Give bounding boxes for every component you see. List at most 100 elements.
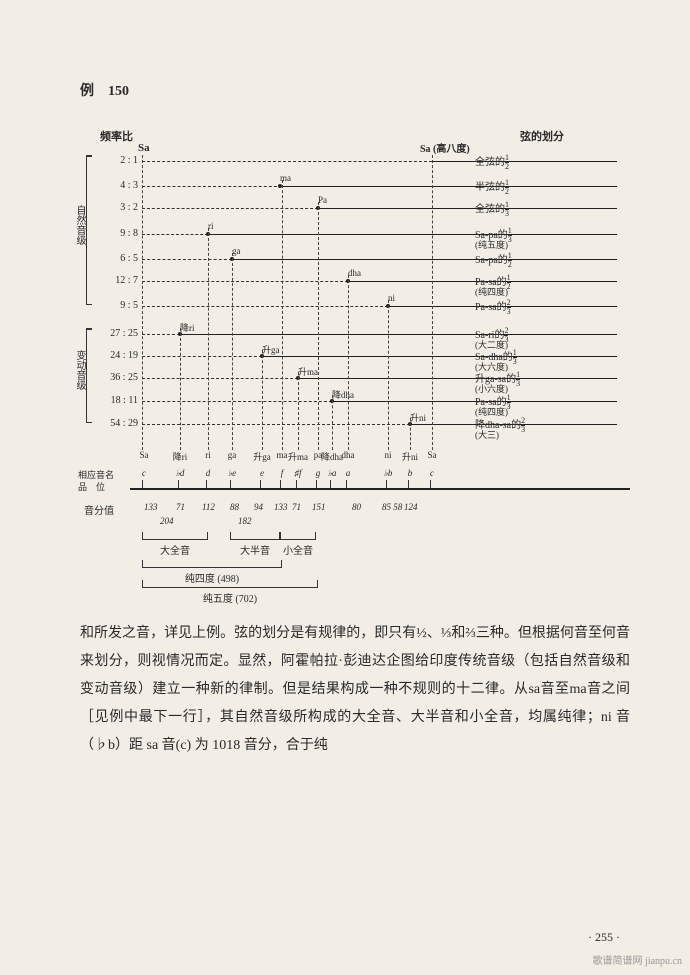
- interval-label: 纯五度 (702): [142, 590, 318, 605]
- dashed-segment: [142, 306, 388, 307]
- note-label: ga: [232, 246, 241, 256]
- ratio-label: 27 : 25: [100, 328, 138, 339]
- note-label: Pa: [318, 195, 327, 205]
- cent-value-2: 182: [238, 516, 252, 526]
- interval-label: 大全音: [142, 542, 208, 557]
- division-sublabel: (大三): [475, 428, 625, 441]
- vertical-line: [282, 180, 283, 450]
- ratio-label: 3 : 2: [100, 202, 138, 213]
- ratio-label: 9 : 5: [100, 300, 138, 311]
- interval-bracket: [230, 532, 280, 540]
- division-label: 半弦的12: [475, 178, 625, 196]
- page-number: · 255 ·: [588, 930, 620, 945]
- cent-value: 112: [202, 502, 215, 512]
- cent-value: 151: [312, 502, 326, 512]
- indian-note: Sa: [132, 450, 156, 460]
- western-note: c: [132, 468, 156, 478]
- cent-value: 133: [144, 502, 158, 512]
- division-label: 全弦的13: [475, 200, 625, 218]
- ratio-row: 9 : 8riSa-pa的13(纯五度): [80, 228, 640, 248]
- cent-value: 88: [230, 502, 239, 512]
- western-note: ♭e: [220, 468, 244, 479]
- western-note: a: [336, 468, 360, 478]
- cent-value: 71: [176, 502, 185, 512]
- note-label: 升ga: [262, 343, 280, 356]
- cent-value: 85 58: [382, 502, 402, 512]
- ratio-row: 2 : 1全弦的12: [80, 155, 640, 175]
- note-label: 降ri: [180, 321, 195, 334]
- ratio-label: 2 : 1: [100, 155, 138, 166]
- ratio-label: 9 : 8: [100, 228, 138, 239]
- division-label: Sa-pa的12: [475, 251, 625, 269]
- ratio-row: 12 : 7dhaPa-sa的12(纯四度): [80, 275, 640, 295]
- ratio-label: 54 : 29: [100, 418, 138, 429]
- interval-label: 大半音: [230, 542, 280, 557]
- note-label: dha: [348, 268, 361, 278]
- division-sublabel: (纯五度): [475, 238, 625, 251]
- vertical-line: [332, 395, 333, 450]
- dashed-segment: [142, 424, 410, 425]
- dashed-segment: [142, 234, 208, 235]
- ratio-row: 3 : 2Pa全弦的13: [80, 202, 640, 222]
- watermark: 歌谱简谱网 jianpu.cn: [593, 952, 682, 967]
- tuning-diagram: 频率比 Sa Sa (高八度) 弦的划分 自然音级 变动音级 2 : 1全弦的1…: [80, 120, 640, 590]
- vertical-line: [262, 350, 263, 450]
- fret-row-label: 品 位: [78, 480, 105, 493]
- ratio-label: 36 : 25: [100, 372, 138, 383]
- cent-value-2: 204: [160, 516, 174, 526]
- indian-note: 降ri: [168, 450, 192, 463]
- western-note: ♭d: [168, 468, 192, 479]
- indian-note: ga: [220, 450, 244, 460]
- vertical-line: [432, 155, 433, 450]
- indian-note: ri: [196, 450, 220, 460]
- vertical-line: [318, 202, 319, 450]
- note-label: ni: [388, 293, 395, 303]
- header-sa-high: Sa (高八度): [420, 140, 470, 155]
- vertical-line: [410, 418, 411, 450]
- interval-label: 小全音: [280, 542, 316, 557]
- indian-note: 升ni: [398, 450, 422, 463]
- interval-bracket: [142, 532, 208, 540]
- dashed-segment: [142, 401, 332, 402]
- vertical-line: [180, 328, 181, 450]
- dashed-segment: [142, 186, 282, 187]
- header-freq-ratio: 频率比: [100, 128, 133, 144]
- ratio-row: 9 : 5niPa-sa的23: [80, 300, 640, 320]
- note-label: 降dha: [332, 388, 354, 401]
- dashed-segment: [142, 378, 298, 379]
- indian-note: dha: [336, 450, 360, 460]
- interval-bracket: [142, 580, 318, 588]
- interval-bracket: [142, 560, 282, 568]
- ratio-label: 6 : 5: [100, 253, 138, 264]
- vertical-line: [142, 155, 143, 450]
- note-label: 升ma: [298, 365, 318, 378]
- western-note: c: [420, 468, 444, 478]
- western-note: ♭b: [376, 468, 400, 479]
- ratio-row: 24 : 19升gaSa-dha的13(大六度): [80, 350, 640, 370]
- dashed-segment: [142, 334, 180, 335]
- body-text: 和所发之音，详见上例。弦的划分是有规律的，即只有½、⅓和⅔三种。但根据何音至何音…: [80, 620, 630, 760]
- note-label: 升ni: [410, 411, 426, 424]
- ratio-row: 54 : 29升ni降dha-sa的23(大三): [80, 418, 640, 438]
- dashed-segment: [142, 161, 432, 162]
- western-note: b: [398, 468, 422, 478]
- cent-value: 71: [292, 502, 301, 512]
- vertical-line: [298, 372, 299, 450]
- ratio-row: 36 : 25升ma升ga-sa的13(小六度): [80, 372, 640, 392]
- baseline: [130, 488, 630, 490]
- ratio-row: 4 : 3ma半弦的12: [80, 180, 640, 200]
- vertical-line: [388, 300, 389, 450]
- ratio-label: 12 : 7: [100, 275, 138, 286]
- ratio-row: 27 : 25降riSa-ri的23(大二度): [80, 328, 640, 348]
- vertical-line: [232, 253, 233, 450]
- dashed-segment: [142, 356, 262, 357]
- ratio-label: 18 : 11: [100, 395, 138, 406]
- cent-value: 80: [352, 502, 361, 512]
- dashed-segment: [142, 208, 318, 209]
- indian-note: ni: [376, 450, 400, 460]
- ratio-label: 4 : 3: [100, 180, 138, 191]
- example-title: 例 150: [80, 80, 630, 100]
- division-sublabel: (纯四度): [475, 285, 625, 298]
- ratio-label: 24 : 19: [100, 350, 138, 361]
- western-note: d: [196, 468, 220, 478]
